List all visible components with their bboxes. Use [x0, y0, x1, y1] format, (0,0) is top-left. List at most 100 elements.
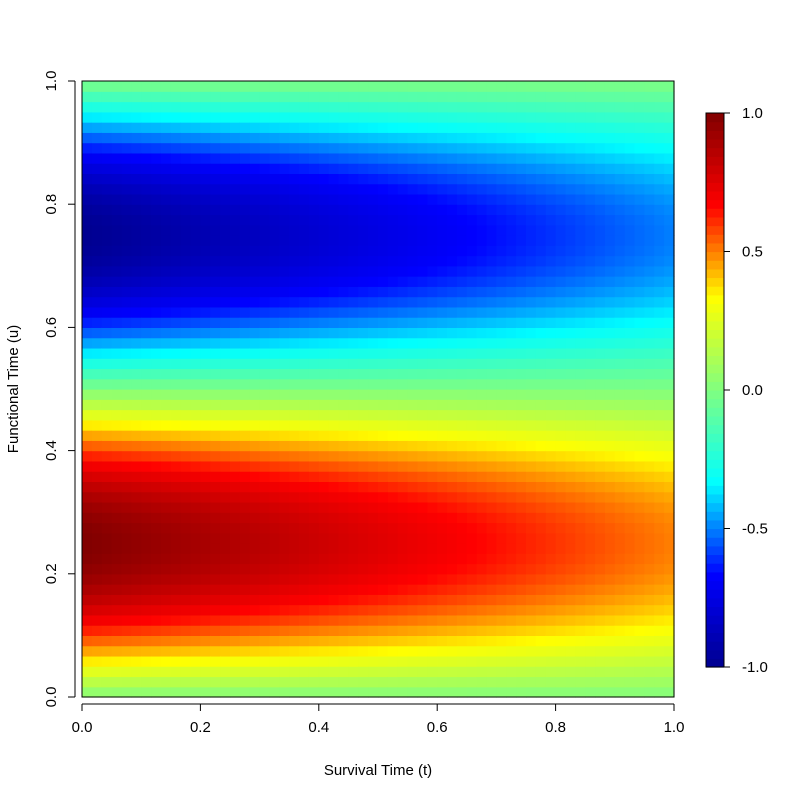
- heatmap-cell: [486, 409, 497, 421]
- heatmap-cell: [427, 553, 438, 565]
- heatmap-cell: [496, 163, 507, 174]
- heatmap-cell: [496, 122, 507, 133]
- heatmap-cell: [279, 501, 290, 513]
- heatmap-cell: [387, 450, 399, 462]
- heatmap-cell: [486, 101, 497, 113]
- heatmap-cell: [180, 501, 192, 513]
- heatmap-cell: [397, 378, 409, 390]
- heatmap-cell: [397, 91, 409, 103]
- y-tick-label: 0.0: [43, 687, 60, 708]
- heatmap-cell: [279, 655, 290, 667]
- heatmap-cell: [101, 152, 113, 164]
- heatmap-cell: [358, 204, 369, 216]
- heatmap-cell: [407, 481, 419, 493]
- colorbar: -1.0-0.50.00.51.0: [705, 105, 768, 676]
- heatmap-cell: [82, 173, 93, 185]
- heatmap-cell: [614, 122, 626, 133]
- colorbar-swatch: [706, 589, 724, 599]
- heatmap-cell: [200, 111, 211, 123]
- heatmap-cell: [565, 276, 576, 287]
- heatmap-cell: [230, 563, 241, 575]
- heatmap-cell: [387, 604, 399, 616]
- heatmap-cell: [111, 614, 123, 626]
- heatmap-cell: [516, 317, 527, 328]
- heatmap-cell: [456, 224, 468, 236]
- heatmap-cell: [545, 543, 557, 554]
- heatmap-cell: [624, 419, 636, 431]
- heatmap-cell: [427, 163, 438, 174]
- heatmap-cell: [496, 152, 507, 164]
- colorbar-swatch: [706, 303, 724, 313]
- colorbar-swatch: [706, 130, 724, 140]
- heatmap-cell: [279, 255, 290, 267]
- heatmap-cell: [624, 276, 636, 287]
- heatmap-cell: [230, 512, 241, 524]
- heatmap-cell: [604, 686, 616, 698]
- heatmap-cell: [466, 317, 478, 328]
- heatmap-cell: [180, 614, 192, 626]
- heatmap-cell: [654, 193, 665, 205]
- heatmap-cell: [249, 317, 261, 328]
- heatmap-cell: [141, 655, 152, 667]
- heatmap-cell: [82, 460, 93, 472]
- heatmap-cell: [170, 265, 182, 277]
- heatmap-cell: [111, 122, 123, 133]
- heatmap-cell: [111, 584, 123, 595]
- heatmap-cell: [259, 296, 271, 308]
- heatmap-cell: [407, 183, 419, 195]
- heatmap-cell: [131, 317, 142, 328]
- heatmap-cell: [269, 142, 280, 154]
- colorbar-swatch: [706, 173, 724, 183]
- heatmap-cell: [506, 132, 517, 144]
- heatmap-cell: [526, 399, 537, 411]
- heatmap-cell: [545, 306, 557, 318]
- heatmap-cell: [526, 317, 537, 328]
- heatmap-cell: [151, 625, 162, 636]
- heatmap-cell: [368, 306, 379, 318]
- heatmap-cell: [230, 193, 241, 205]
- heatmap-cell: [101, 563, 113, 575]
- heatmap-cell: [595, 666, 606, 678]
- heatmap-cell: [486, 460, 497, 472]
- heatmap-cell: [299, 666, 310, 678]
- heatmap-cell: [200, 604, 211, 616]
- heatmap-cell: [210, 296, 221, 308]
- heatmap-cell: [535, 132, 547, 144]
- heatmap-cell: [299, 214, 310, 226]
- heatmap-cell: [466, 584, 478, 595]
- heatmap-cell: [437, 522, 448, 534]
- heatmap-cell: [249, 543, 261, 554]
- heatmap-cell: [506, 214, 517, 226]
- heatmap-cell: [427, 91, 438, 103]
- heatmap-cell: [210, 183, 221, 195]
- heatmap-cell: [180, 101, 192, 113]
- heatmap-cell: [664, 224, 675, 236]
- heatmap-cell: [427, 501, 438, 513]
- heatmap-cell: [368, 368, 379, 380]
- heatmap-cell: [190, 532, 201, 544]
- heatmap-cell: [239, 204, 251, 216]
- heatmap-cell: [486, 378, 497, 390]
- heatmap-cell: [259, 532, 271, 544]
- heatmap-cell: [279, 347, 290, 359]
- heatmap-cell: [160, 532, 172, 544]
- heatmap-cell: [555, 358, 567, 370]
- heatmap-cell: [230, 573, 241, 585]
- heatmap-cell: [121, 573, 132, 585]
- heatmap-cell: [575, 368, 586, 380]
- heatmap-cell: [595, 378, 606, 390]
- heatmap-cell: [299, 306, 310, 318]
- heatmap-cell: [249, 430, 261, 441]
- heatmap-cell: [111, 625, 123, 636]
- heatmap-cell: [565, 491, 576, 503]
- heatmap-cell: [348, 378, 359, 390]
- heatmap-cell: [121, 584, 132, 595]
- heatmap-cell: [555, 614, 567, 626]
- heatmap-cell: [634, 563, 645, 575]
- heatmap-cell: [407, 419, 419, 431]
- heatmap-cell: [338, 655, 349, 667]
- heatmap-cell: [456, 676, 468, 688]
- heatmap-cell: [121, 512, 132, 524]
- heatmap-cell: [456, 183, 468, 195]
- heatmap-cell: [387, 317, 399, 328]
